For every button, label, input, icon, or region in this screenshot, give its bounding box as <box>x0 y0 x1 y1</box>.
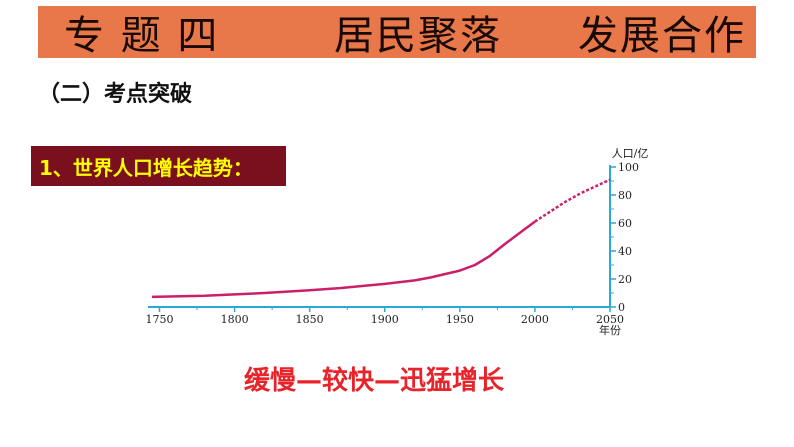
x-tick-label: 1800 <box>221 313 249 326</box>
x-tick-label: 1850 <box>296 313 324 326</box>
x-tick-label: 2050 <box>596 313 624 326</box>
x-tick-label: 1950 <box>446 313 474 326</box>
banner-theme-1: 居民聚落 <box>334 13 502 59</box>
y-tick-label: 60 <box>618 217 632 230</box>
section-subtitle: （二）考点突破 <box>38 82 193 107</box>
section-heading-text: 1、世界人口增长趋势： <box>39 155 253 180</box>
y-tick-label: 40 <box>618 245 632 258</box>
y-tick-label: 80 <box>618 189 632 202</box>
y-axis-label: 人口/亿 <box>612 147 649 160</box>
x-tick-label: 1750 <box>146 313 174 326</box>
banner-topic: 专 题 四 <box>64 13 220 59</box>
x-axis-label: 年份 <box>599 323 621 337</box>
projected-population-line <box>534 178 611 223</box>
population-line <box>151 220 536 299</box>
section-heading: 1、世界人口增长趋势： <box>31 146 286 186</box>
title-banner: 专 题 四 居民聚落 发展合作 <box>38 6 756 59</box>
trend-summary: 缓慢—较快—迅猛增长 <box>244 366 505 396</box>
x-tick-label: 2000 <box>521 313 549 326</box>
y-tick-label: 20 <box>618 273 632 286</box>
y-tick-label: 0 <box>618 301 625 314</box>
banner-theme-2: 发展合作 <box>578 13 746 59</box>
x-tick-label: 1900 <box>371 313 399 326</box>
y-tick-label: 100 <box>618 161 639 174</box>
